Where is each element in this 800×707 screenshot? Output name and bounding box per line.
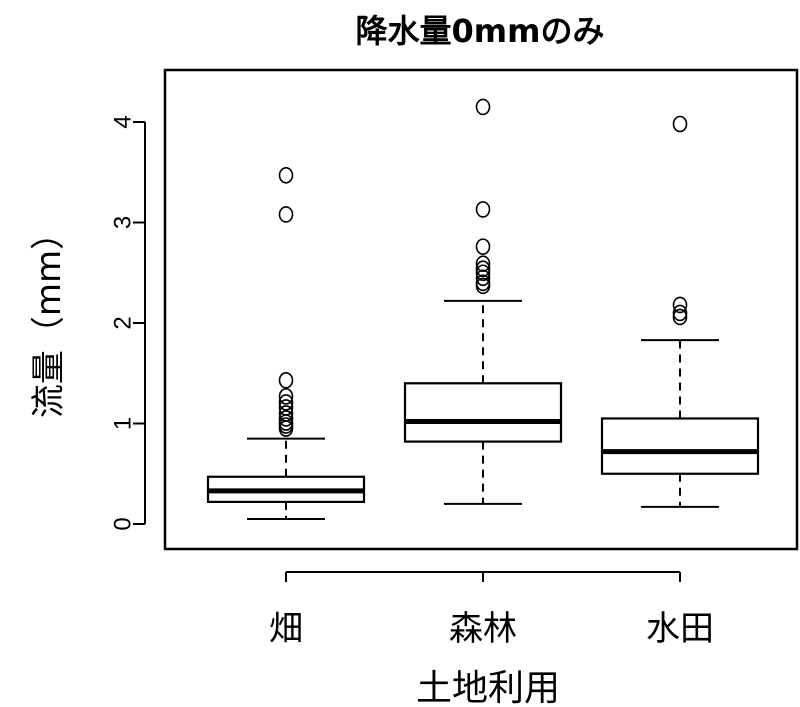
y-axis: 0 1 2 3 4 (110, 115, 146, 531)
x-tick-label: 森林 (449, 609, 517, 649)
x-tick-label: 水田 (646, 609, 714, 649)
outlier-point (475, 264, 491, 282)
outlier-point (278, 371, 294, 389)
plot-frame (163, 68, 799, 551)
x-axis: 畑 森林 水田 (269, 571, 714, 649)
outlier-point (475, 201, 491, 218)
outlier-point (475, 98, 491, 116)
outlier-point (672, 296, 688, 314)
outlier-point (475, 260, 491, 278)
box-group (206, 166, 366, 520)
x-axis-label: 土地利用 (416, 668, 560, 707)
boxes (206, 98, 760, 520)
outlier-point (278, 166, 294, 184)
outlier-point (278, 394, 294, 411)
iqr-box (403, 382, 563, 443)
outlier-point (672, 308, 688, 326)
outlier-point (278, 420, 294, 437)
outlier-point (278, 206, 294, 223)
y-tick-label: 0 (110, 517, 137, 530)
outlier-point (672, 115, 688, 133)
y-axis-label: 流量（mm） (29, 216, 69, 418)
box-group (600, 115, 760, 508)
y-tick-label: 1 (110, 417, 137, 430)
outlier-point (475, 269, 491, 287)
x-tick-label: 畑 (269, 609, 303, 649)
outlier-point (475, 277, 491, 295)
outlier-point (278, 388, 294, 405)
outlier-point (278, 410, 294, 427)
chart-title: 降水量0mmのみ (356, 12, 605, 50)
y-tick-label: 4 (110, 115, 137, 128)
outlier-point (475, 255, 491, 273)
y-tick-label: 3 (110, 216, 137, 229)
box-group (403, 98, 563, 505)
outlier-point (672, 304, 688, 322)
y-tick-label: 2 (110, 316, 137, 329)
iqr-box (600, 417, 760, 475)
outlier-point (475, 238, 491, 255)
